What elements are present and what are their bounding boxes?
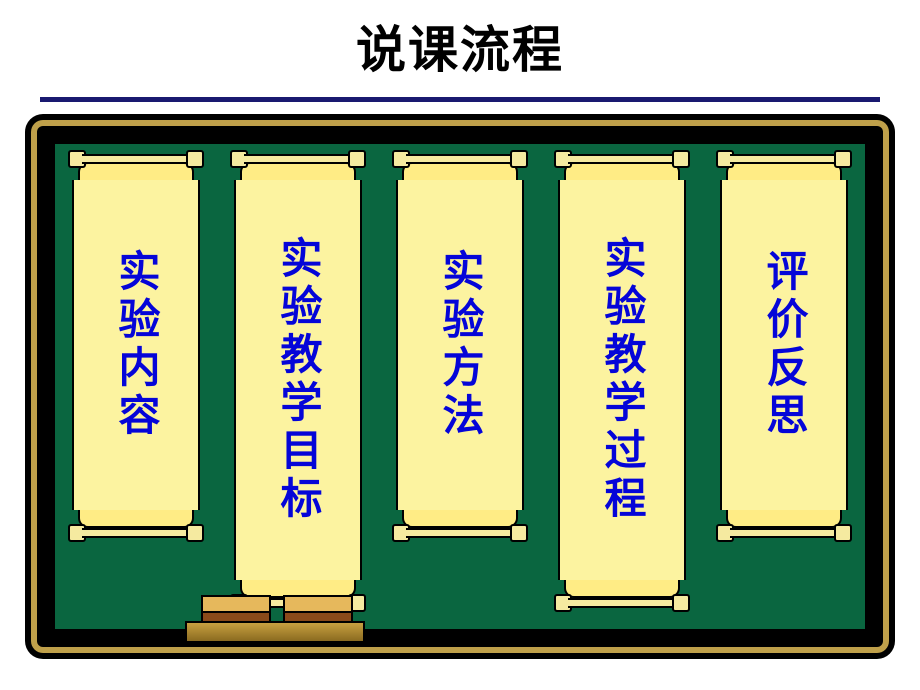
scroll-item: 实验教学过程: [558, 152, 686, 608]
scroll-paper: 实验方法: [396, 180, 524, 510]
scroll-curl-top: [240, 162, 356, 180]
scroll-rod-top: [720, 152, 848, 164]
scroll-label: 实验教学目标: [277, 236, 319, 524]
scroll-paper: 评价反思: [720, 180, 848, 510]
scroll-rod-bottom: [396, 526, 524, 538]
scroll-rod-top: [396, 152, 524, 164]
chalk-tray: [185, 621, 365, 643]
scroll-rod-top: [558, 152, 686, 164]
scroll-curl-top: [78, 162, 194, 180]
scroll-curl-top: [402, 162, 518, 180]
scroll-curl-top: [726, 162, 842, 180]
scroll-rod-bottom: [72, 526, 200, 538]
scroll-label: 实验教学过程: [601, 236, 643, 524]
scroll-item: 实验教学目标: [234, 152, 362, 608]
page-title: 说课流程: [0, 0, 920, 82]
scroll-row: 实验内容 实验教学目标 实验方法: [55, 152, 865, 601]
scroll-item: 实验方法: [396, 152, 524, 538]
chalk-eraser: [283, 595, 353, 623]
scroll-label: 实验内容: [115, 249, 157, 441]
chalk-eraser: [201, 595, 271, 623]
scroll-rod-top: [72, 152, 200, 164]
scroll-rod-bottom: [720, 526, 848, 538]
scroll-item: 实验内容: [72, 152, 200, 538]
scroll-label: 实验方法: [439, 249, 481, 441]
scroll-paper: 实验教学过程: [558, 180, 686, 580]
scroll-rod-bottom: [558, 596, 686, 608]
scroll-curl-top: [564, 162, 680, 180]
scroll-label: 评价反思: [763, 249, 805, 441]
scroll-paper: 实验教学目标: [234, 180, 362, 580]
scroll-paper: 实验内容: [72, 180, 200, 510]
blackboard: 实验内容 实验教学目标 实验方法: [25, 114, 895, 659]
scroll-rod-top: [234, 152, 362, 164]
title-underline: [40, 97, 880, 102]
scroll-item: 评价反思: [720, 152, 848, 538]
